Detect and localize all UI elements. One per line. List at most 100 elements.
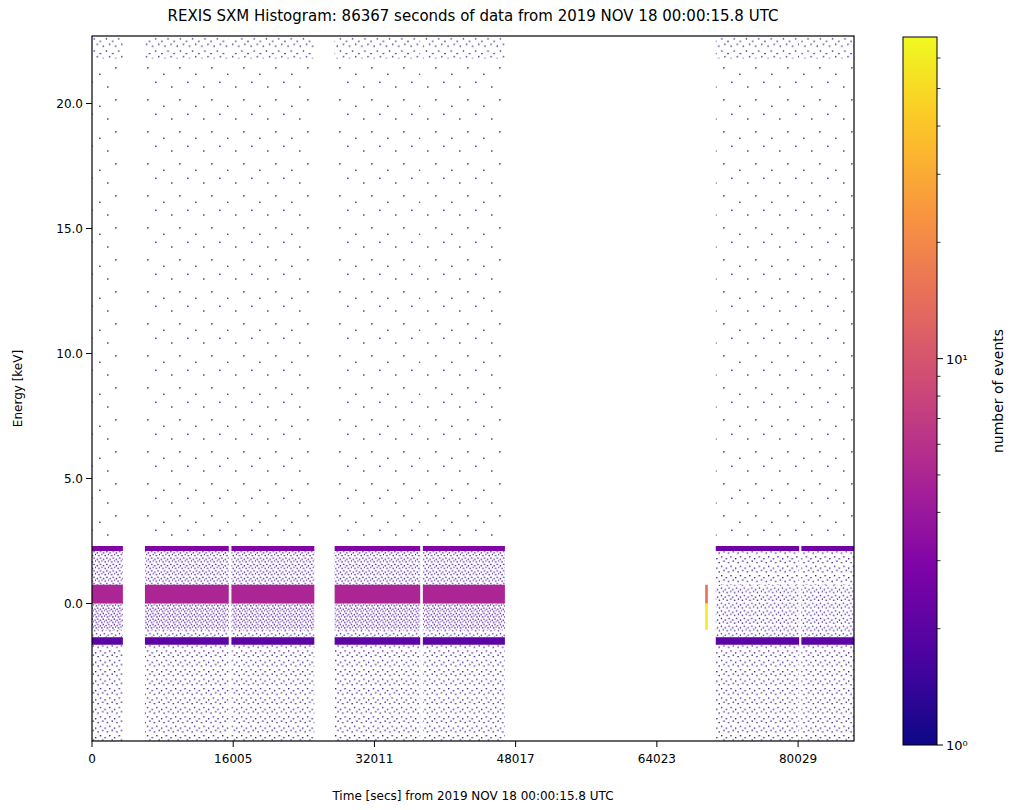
heatmap-cell [335,645,421,741]
y-tick-label: 10.0 [56,347,83,361]
heatmap-cell [145,551,229,585]
x-tick-label: 16005 [214,752,252,766]
heatmap-cell [423,604,505,630]
x-tick [656,741,657,747]
colorbar-tick [937,745,943,746]
heatmap-cell [423,637,505,645]
x-tick-label: 32011 [355,752,393,766]
x-tick [798,741,799,747]
colorbar-minor-tick [937,418,941,419]
heatmap-cell [145,630,229,638]
cells [92,36,854,741]
heatmap-cell [231,59,314,547]
heatmap-cell [231,637,314,645]
heatmap-cell [92,546,123,551]
colorbar-minor-tick [937,512,941,513]
x-tick [515,741,516,747]
heatmap-cell [145,604,229,630]
heatmap-cell [231,585,314,604]
heatmap-cell [801,585,854,604]
heatmap-cell [145,546,229,551]
y-tick [86,228,92,229]
y-tick-label: 20.0 [56,97,83,111]
heatmap-cell [145,637,229,645]
heatmap-cell [716,645,799,741]
colorbar-minor-tick [937,396,941,397]
heatmap-cell [231,551,314,585]
heatmap-cell [335,36,421,59]
y-tick-label: 5.0 [64,472,83,486]
heatmap-cell [231,645,314,741]
heatmap-cell [335,630,421,638]
heatmap-cell [145,59,229,547]
heatmap-cell [716,546,799,551]
heatmap-cell [716,604,799,630]
heatmap-cell [92,637,123,645]
heatmap-cell [231,546,314,551]
heatmap-cell [423,59,505,547]
heatmap-cell [335,546,421,551]
x-tick-label: 64023 [638,752,676,766]
colorbar-minor-tick [937,126,941,127]
heatmap-cell [92,36,123,59]
colorbar-tick-label: 10¹ [946,352,968,367]
colorbar-tick-label: 10⁰ [946,738,968,753]
colorbar-minor-tick [937,628,941,629]
heatmap-cell [801,551,854,585]
x-tick [374,741,375,747]
plot-frame [92,36,854,741]
heatmap-cell [801,637,854,645]
x-tick [92,741,93,747]
heatmap-cell [716,551,799,585]
colorbar-minor-tick [937,376,941,377]
heatmap-cell [92,630,123,638]
heatmap-cell [145,645,229,741]
colorbar [903,37,937,745]
y-tick-label: 15.0 [56,222,83,236]
y-tick [86,103,92,104]
heatmap-cell [705,585,708,604]
heatmap-cell [92,551,123,585]
y-tick-label: 0.0 [64,597,83,611]
colorbar-minor-tick [937,560,941,561]
x-tick [233,741,234,747]
heatmap-cell [423,36,505,59]
y-tick [86,478,92,479]
colorbar-title: number of events [990,329,1006,453]
heatmap-cell [716,637,799,645]
x-tick-label: 0 [88,752,96,766]
x-axis-title: Time [secs] from 2019 NOV 18 00:00:15.8 … [331,789,613,803]
heatmap-cell [801,36,854,59]
heatmap-cell [801,546,854,551]
chart: 0 16005 32011 48017 64023 80029 0.0 5.0 10.0 15.0… [0,0,1013,810]
heatmap-cell [92,645,123,741]
heatmap-cell [801,59,854,547]
heatmap-cell [92,59,123,547]
y-tick [86,603,92,604]
colorbar-minor-tick [937,58,941,59]
chart-root: 0 16005 32011 48017 64023 80029 0.0 5.0 10.0 15.0… [0,0,1013,810]
heatmap-cell [335,637,421,645]
heatmap-cell [231,630,314,638]
colorbar-minor-tick [937,444,941,445]
heatmap-cell [716,59,799,547]
heatmap-cell [705,604,708,630]
heatmap-cell [92,585,123,604]
heatmap-cell [801,604,854,630]
x-tick-label: 80029 [779,752,817,766]
heatmap-cell [423,585,505,604]
heatmap-cell [231,36,314,59]
heatmap-cell [92,604,123,630]
x-tick-label: 48017 [497,752,535,766]
heatmap-cell [716,36,799,59]
heatmap-cell [716,585,799,604]
heatmap-cell [145,36,229,59]
colorbar-minor-tick [937,242,941,243]
heatmap-cell [335,59,421,547]
y-axis-title: Energy [keV] [11,350,25,427]
heatmap-cell [145,585,229,604]
heatmap-cell [423,546,505,551]
heatmap-cell [335,604,421,630]
heatmap-cell [231,604,314,630]
heatmap-cell [335,551,421,585]
